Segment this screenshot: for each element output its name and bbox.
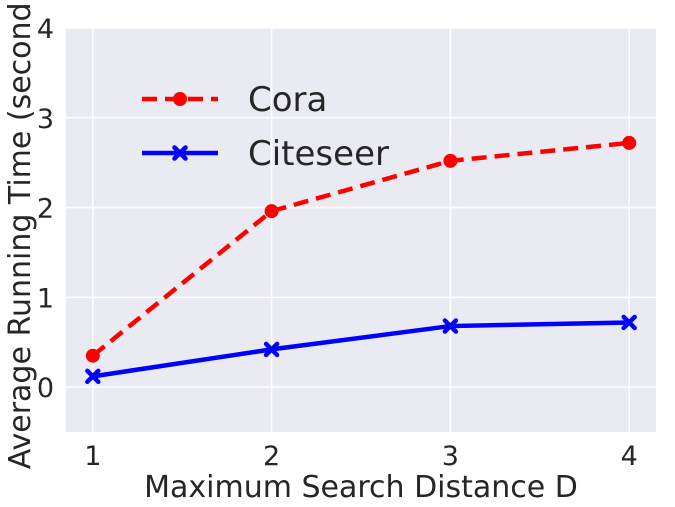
x-axis-label: Maximum Search Distance D bbox=[144, 470, 578, 505]
data-point-cora bbox=[443, 153, 458, 168]
y-tick-labels: 0 1 2 3 4 bbox=[37, 14, 54, 404]
y-axis-label: Average Running Time (second) bbox=[3, 0, 38, 469]
data-point-cora bbox=[622, 135, 637, 150]
series-layer bbox=[85, 135, 637, 385]
x-tick-label: 4 bbox=[621, 441, 638, 472]
legend-marker-cora bbox=[173, 92, 187, 106]
data-point-citeseer bbox=[621, 314, 637, 331]
y-tick-label: 1 bbox=[37, 283, 54, 314]
x-tick-label: 1 bbox=[84, 441, 101, 472]
y-tick-label: 2 bbox=[37, 194, 54, 225]
series-line-citeseer bbox=[92, 320, 630, 379]
data-point-citeseer bbox=[85, 368, 101, 385]
legend-label-citeseer: Citeseer bbox=[248, 134, 389, 174]
x-tick-label: 3 bbox=[442, 441, 459, 472]
y-tick-label: 4 bbox=[37, 14, 54, 45]
data-point-cora bbox=[264, 204, 279, 219]
y-tick-label: 0 bbox=[37, 373, 54, 404]
series-cora bbox=[85, 135, 637, 363]
x-tick-label: 2 bbox=[263, 441, 280, 472]
series-line-cora bbox=[91, 140, 630, 358]
plot-area bbox=[66, 28, 656, 432]
legend: Cora Citeseer bbox=[142, 80, 389, 174]
data-point-citeseer bbox=[442, 318, 459, 334]
x-tick-labels: 1 2 3 4 bbox=[84, 441, 638, 472]
data-point-cora bbox=[85, 348, 100, 363]
legend-marker-citeseer bbox=[172, 145, 188, 161]
data-point-citeseer bbox=[263, 341, 280, 358]
series-citeseer bbox=[85, 314, 637, 385]
legend-label-cora: Cora bbox=[248, 80, 327, 120]
y-tick-label: 3 bbox=[37, 104, 54, 135]
